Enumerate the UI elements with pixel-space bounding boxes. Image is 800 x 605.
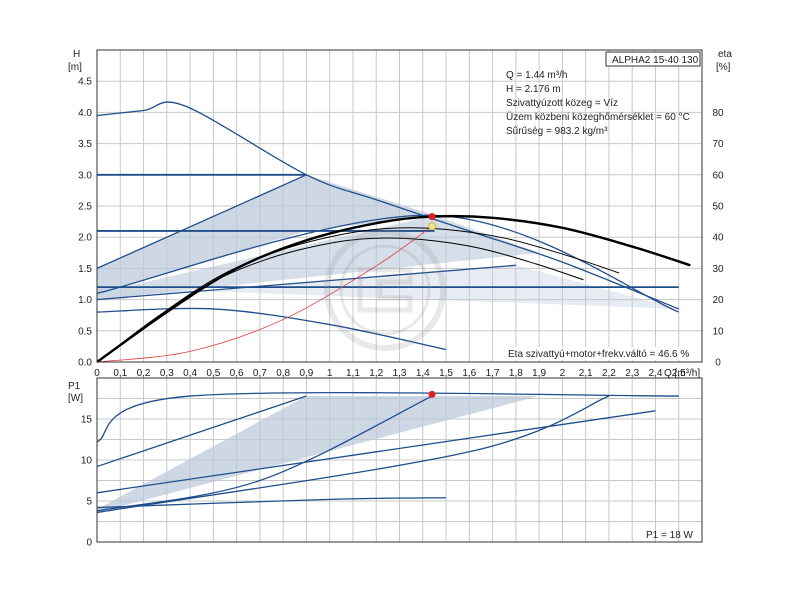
p1-tick-label: 10 (81, 456, 93, 467)
top-plot-frame (96, 49, 703, 363)
x-tick-label: 0 (94, 368, 100, 379)
y-tick-label: 0.5 (78, 326, 92, 337)
y-tick-label: 1.0 (78, 295, 92, 306)
series-line-max-curve (96, 101, 679, 310)
series-line-proportional-pressure-upper (96, 174, 307, 269)
y2-tick-label: 10 (712, 326, 724, 337)
x-tick-label: 0,9 (299, 368, 313, 379)
x-tick-label: 0,3 (160, 368, 174, 379)
head-duty-point (428, 222, 437, 231)
x-tick-label: 0,2 (137, 368, 151, 379)
x-tick-label: 1,9 (532, 368, 546, 379)
x-axis-label: Q [m³/h] (664, 368, 700, 379)
efficiency-note: Eta szivattyú+motor+frekv.váltó = 46.6 % (508, 349, 689, 360)
p1-series-line-power-upper (96, 395, 307, 468)
info-density: Sűrűség = 983.2 kg/m³ (506, 126, 608, 137)
x-tick-label: 0,7 (253, 368, 267, 379)
y-axis-label: H (73, 49, 80, 60)
bottom-plot-frame (96, 377, 703, 543)
y-axis-unit: [m] (68, 62, 82, 73)
y-tick-label: 4.5 (78, 77, 92, 88)
info-temperature: Üzem közbeni közeghőmérséklet = 60 °C (506, 111, 690, 123)
x-tick-label: 1,2 (369, 368, 383, 379)
p1-tick-label: 5 (86, 497, 92, 508)
info-flow: Q = 1.44 m³/h (506, 70, 567, 81)
p1-series-line-max-power (96, 391, 679, 443)
x-tick-label: 2,1 (579, 368, 593, 379)
top-series-lines (96, 101, 691, 363)
x-tick-label: 2,2 (602, 368, 616, 379)
efficiency-line-secondary (96, 237, 584, 363)
x-tick-label: 1,7 (486, 368, 500, 379)
x-tick-label: 1,1 (346, 368, 360, 379)
x-tick-label: 0,8 (276, 368, 290, 379)
y2-tick-label: 0 (715, 358, 721, 369)
duty-point-markers (428, 213, 437, 398)
p1-note: P1 = 18 W (646, 530, 694, 541)
x-tick-label: 1,4 (416, 368, 430, 379)
y-tick-label: 2.5 (78, 202, 92, 213)
y-tick-label: 3.0 (78, 170, 92, 181)
info-medium: Szivattyúzott közeg = Víz (506, 98, 618, 109)
shaded-region (97, 174, 435, 294)
axis-tick-labels: 0 0,1 0,2 0,3 0,4 0,5 0,6 0,7 0,8 0,9 1 1,1 1,2 1,3 1,… (78, 77, 724, 549)
shaded-region (97, 215, 540, 300)
p1-series-line-power-lower (96, 395, 610, 514)
p1-series-line-power-mid (96, 410, 656, 494)
series-line-system-curve (96, 225, 433, 363)
efficiency-duty-point (428, 213, 436, 221)
x-tick-label: 1,8 (509, 368, 523, 379)
y-tick-label: 1.5 (78, 264, 92, 275)
x-tick-label: 0,6 (230, 368, 244, 379)
p1-axis-unit: [W] (68, 393, 83, 404)
y2-tick-label: 40 (712, 233, 724, 244)
efficiency-line-secondary (96, 227, 620, 363)
y2-tick-label: 20 (712, 295, 724, 306)
y2-tick-label: 30 (712, 264, 724, 275)
y-tick-label: 3.5 (78, 139, 92, 150)
model-label-box (605, 51, 701, 67)
power-duty-point (428, 390, 436, 398)
x-tick-label: 2,3 (625, 368, 639, 379)
y2-tick-label: 80 (712, 108, 724, 119)
series-line-min-curve (96, 307, 447, 351)
bottom-series-lines (96, 391, 679, 514)
chart-title: ALPHA2 15-40 130 (612, 55, 699, 66)
x-tick-label: 1 (327, 368, 333, 379)
y-tick-label: 2.0 (78, 233, 92, 244)
series-line-proportional-pressure-lower (96, 264, 516, 301)
x-tick-label: 0,5 (206, 368, 220, 379)
p1-series-line-power-min (96, 497, 447, 509)
efficiency-note-bg (505, 347, 698, 360)
y2-axis-label: eta (718, 49, 732, 60)
p1-tick-label: 15 (81, 415, 93, 426)
x-tick-label: 2,4 (649, 368, 663, 379)
y2-tick-label: 70 (712, 139, 724, 150)
operating-range-shading (97, 174, 679, 513)
manufacturer-logo-watermark (324, 229, 446, 351)
y2-tick-label: 60 (712, 170, 724, 181)
p1-series-line-power-duty (96, 395, 433, 512)
y2-tick-label: 50 (712, 202, 724, 213)
x-tick-label: 2,5 (672, 368, 686, 379)
x-tick-label: 0,1 (113, 368, 127, 379)
y-tick-label: 0.0 (78, 358, 92, 369)
info-head: H = 2.176 m (506, 84, 561, 95)
shaded-region (97, 396, 540, 513)
p1-tick-label: 0 (86, 538, 92, 549)
x-tick-label: 0,4 (183, 368, 197, 379)
x-tick-label: 2 (560, 368, 566, 379)
series-line-efficiency (96, 214, 691, 363)
y2-axis-unit: [%] (716, 62, 731, 73)
p1-axis-label: P1 (68, 381, 81, 392)
x-tick-label: 1,3 (393, 368, 407, 379)
y-tick-label: 4.0 (78, 108, 92, 119)
x-tick-label: 1,6 (462, 368, 476, 379)
x-tick-label: 1,5 (439, 368, 453, 379)
